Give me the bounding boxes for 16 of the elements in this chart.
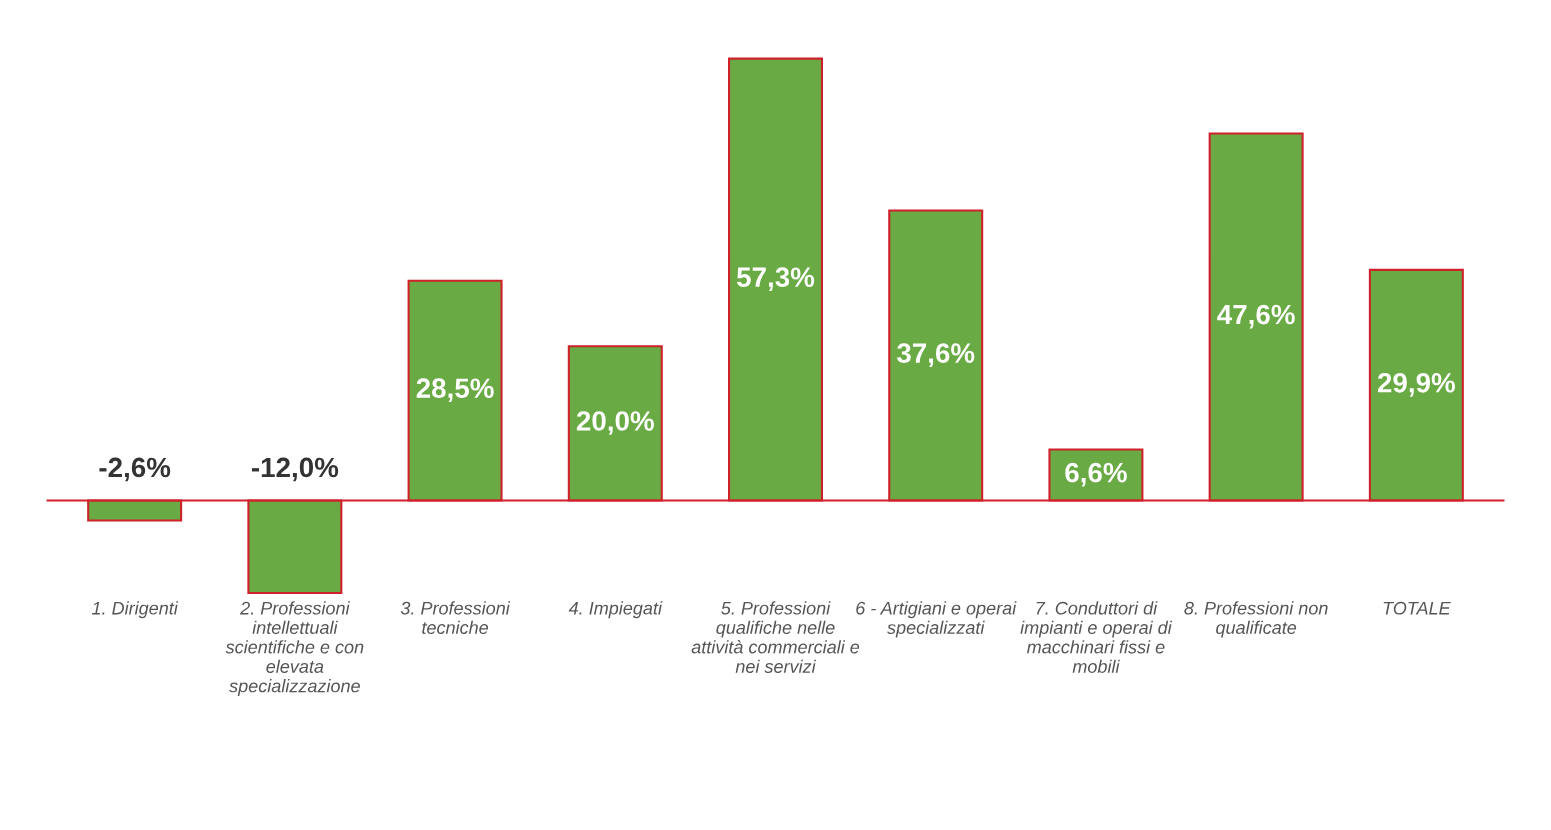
data-label: 57,3%: [736, 267, 815, 292]
x-tick-label: 1. Dirigenti: [91, 601, 179, 619]
data-label: 37,6%: [896, 343, 975, 367]
x-tick-label: 4. Impiegati: [568, 601, 663, 619]
data-label: 20,0%: [576, 411, 654, 435]
data-label: 47,6%: [1217, 304, 1295, 329]
data-label: 6,6%: [1065, 462, 1127, 487]
x-tick-label: 7. Conduttori di impianti e operai di macchinari fissi e mobili: [1020, 601, 1173, 673]
x-tick-label: 8. Professioni non qualificate: [1184, 601, 1328, 638]
x-tick-label: TOTALE: [1383, 601, 1451, 615]
data-label: -12,0%: [251, 457, 339, 482]
data-label: 29,9%: [1377, 372, 1455, 397]
data-label: -2,6%: [99, 457, 171, 482]
x-tick-label: 2. Professioni intellettuali scientifiche e con elevata specializzazione: [225, 601, 364, 696]
data-label: 28,5%: [416, 378, 494, 403]
x-tick-label: 3. Professioni tecniche: [400, 601, 511, 635]
